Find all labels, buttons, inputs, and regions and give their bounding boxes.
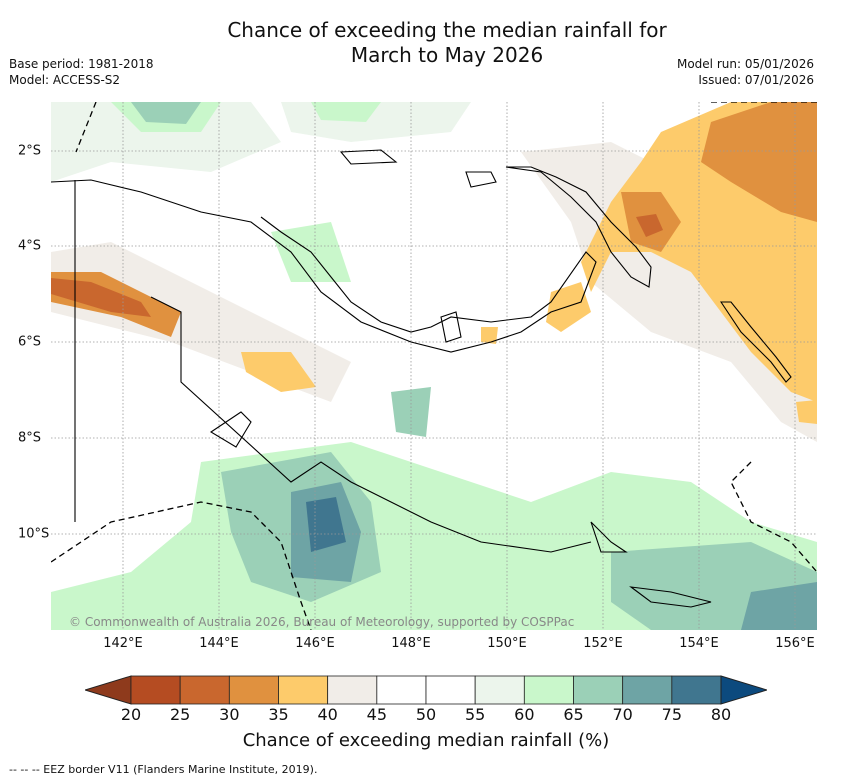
- lat-label: 4°S: [18, 238, 42, 254]
- lon-label: 152°E: [583, 636, 623, 651]
- colorbar-tick-label: 55: [464, 705, 486, 724]
- shade-30-35: [701, 102, 817, 222]
- shade-65-70: [131, 102, 201, 124]
- title-line-2: March to May 2026: [350, 43, 544, 67]
- graticule: [51, 102, 817, 630]
- colorbar-bin: [573, 675, 624, 705]
- colorbar-tick-label: 80: [710, 705, 732, 724]
- colorbar-bin: [179, 675, 230, 705]
- copyright-text: © Commonwealth of Australia 2026, Bureau…: [69, 615, 574, 629]
- shade-65-70: [391, 387, 431, 437]
- lat-label: 6°S: [18, 334, 42, 350]
- shade-25-30: [636, 214, 663, 237]
- colorbar-tick-label: 75: [661, 705, 683, 724]
- colorbar-tick-label: 25: [169, 705, 191, 724]
- shade-35-40: [241, 352, 316, 392]
- shade-60-65: [311, 102, 381, 122]
- lon-label: 156°E: [775, 636, 815, 651]
- shade-75-80: [306, 497, 346, 552]
- lat-label: 10°S: [18, 526, 50, 542]
- model-name: Model: ACCESS-S2: [9, 73, 121, 87]
- colorbar-bin: [622, 675, 673, 705]
- map-title: Chance of exceeding the median rainfall …: [0, 18, 850, 68]
- colorbar-high-extend: [720, 675, 767, 705]
- colorbar-bin: [671, 675, 722, 705]
- colorbar-bin: [376, 675, 427, 705]
- eez-footnote: -- -- -- EEZ border V11 (Flanders Marine…: [9, 763, 318, 776]
- issued-date: Issued: 07/01/2026: [698, 73, 814, 87]
- colorbar-bin: [523, 675, 574, 705]
- colorbar-tick-label: 35: [268, 705, 289, 724]
- colorbar-bin: [228, 675, 279, 705]
- colorbar-tick-label: 30: [219, 705, 240, 724]
- eez-border: [51, 102, 817, 630]
- shade-40-45: [521, 142, 817, 442]
- title-line-1: Chance of exceeding the median rainfall …: [227, 18, 667, 42]
- colorbar-tick-label: 50: [415, 705, 437, 724]
- colorbar-bin: [130, 675, 181, 705]
- colorbar-bin: [327, 675, 378, 705]
- colorbar: [85, 675, 767, 705]
- meta-right: Model run: 05/01/2026 Issued: 07/01/2026: [677, 56, 814, 88]
- shade-35-40: [546, 282, 591, 332]
- colorbar-low-extend: [85, 675, 132, 705]
- colorbar-tick-label: 60: [514, 705, 535, 724]
- lon-label: 144°E: [199, 636, 239, 651]
- colorbar-tick-label: 45: [366, 705, 388, 724]
- shade-25-30: [51, 278, 151, 317]
- shade-35-40: [796, 400, 817, 424]
- model-run: Model run: 05/01/2026: [676, 57, 814, 71]
- shade-55-60: [51, 102, 281, 182]
- meta-left: Base period: 1981-2018 Model: ACCESS-S2: [9, 56, 154, 88]
- lat-label: 2°S: [18, 143, 42, 159]
- shade-35-40: [481, 327, 498, 344]
- colorbar-tick-label: 65: [563, 705, 584, 724]
- lon-label: 148°E: [391, 636, 431, 651]
- lon-label: 154°E: [679, 636, 719, 651]
- colorbar-bin: [425, 675, 476, 705]
- coastlines: [51, 149, 792, 608]
- lon-label: 150°E: [487, 636, 527, 651]
- lon-label: 146°E: [295, 636, 335, 651]
- colorbar-bin: [474, 675, 525, 705]
- colorbar-tick-label: 70: [612, 705, 633, 724]
- lon-label: 142°E: [103, 636, 143, 651]
- lat-label: 8°S: [18, 430, 42, 446]
- base-period: Base period: 1981-2018: [9, 57, 154, 71]
- colorbar-tick-label: 40: [317, 705, 338, 724]
- rainfall-map: © Commonwealth of Australia 2026, Bureau…: [51, 102, 817, 630]
- colorbar-title: Chance of exceeding median rainfall (%): [242, 730, 610, 751]
- colorbar-tick-label: 20: [120, 705, 142, 724]
- colorbar-bin: [278, 675, 329, 705]
- shade-70-75: [741, 582, 817, 630]
